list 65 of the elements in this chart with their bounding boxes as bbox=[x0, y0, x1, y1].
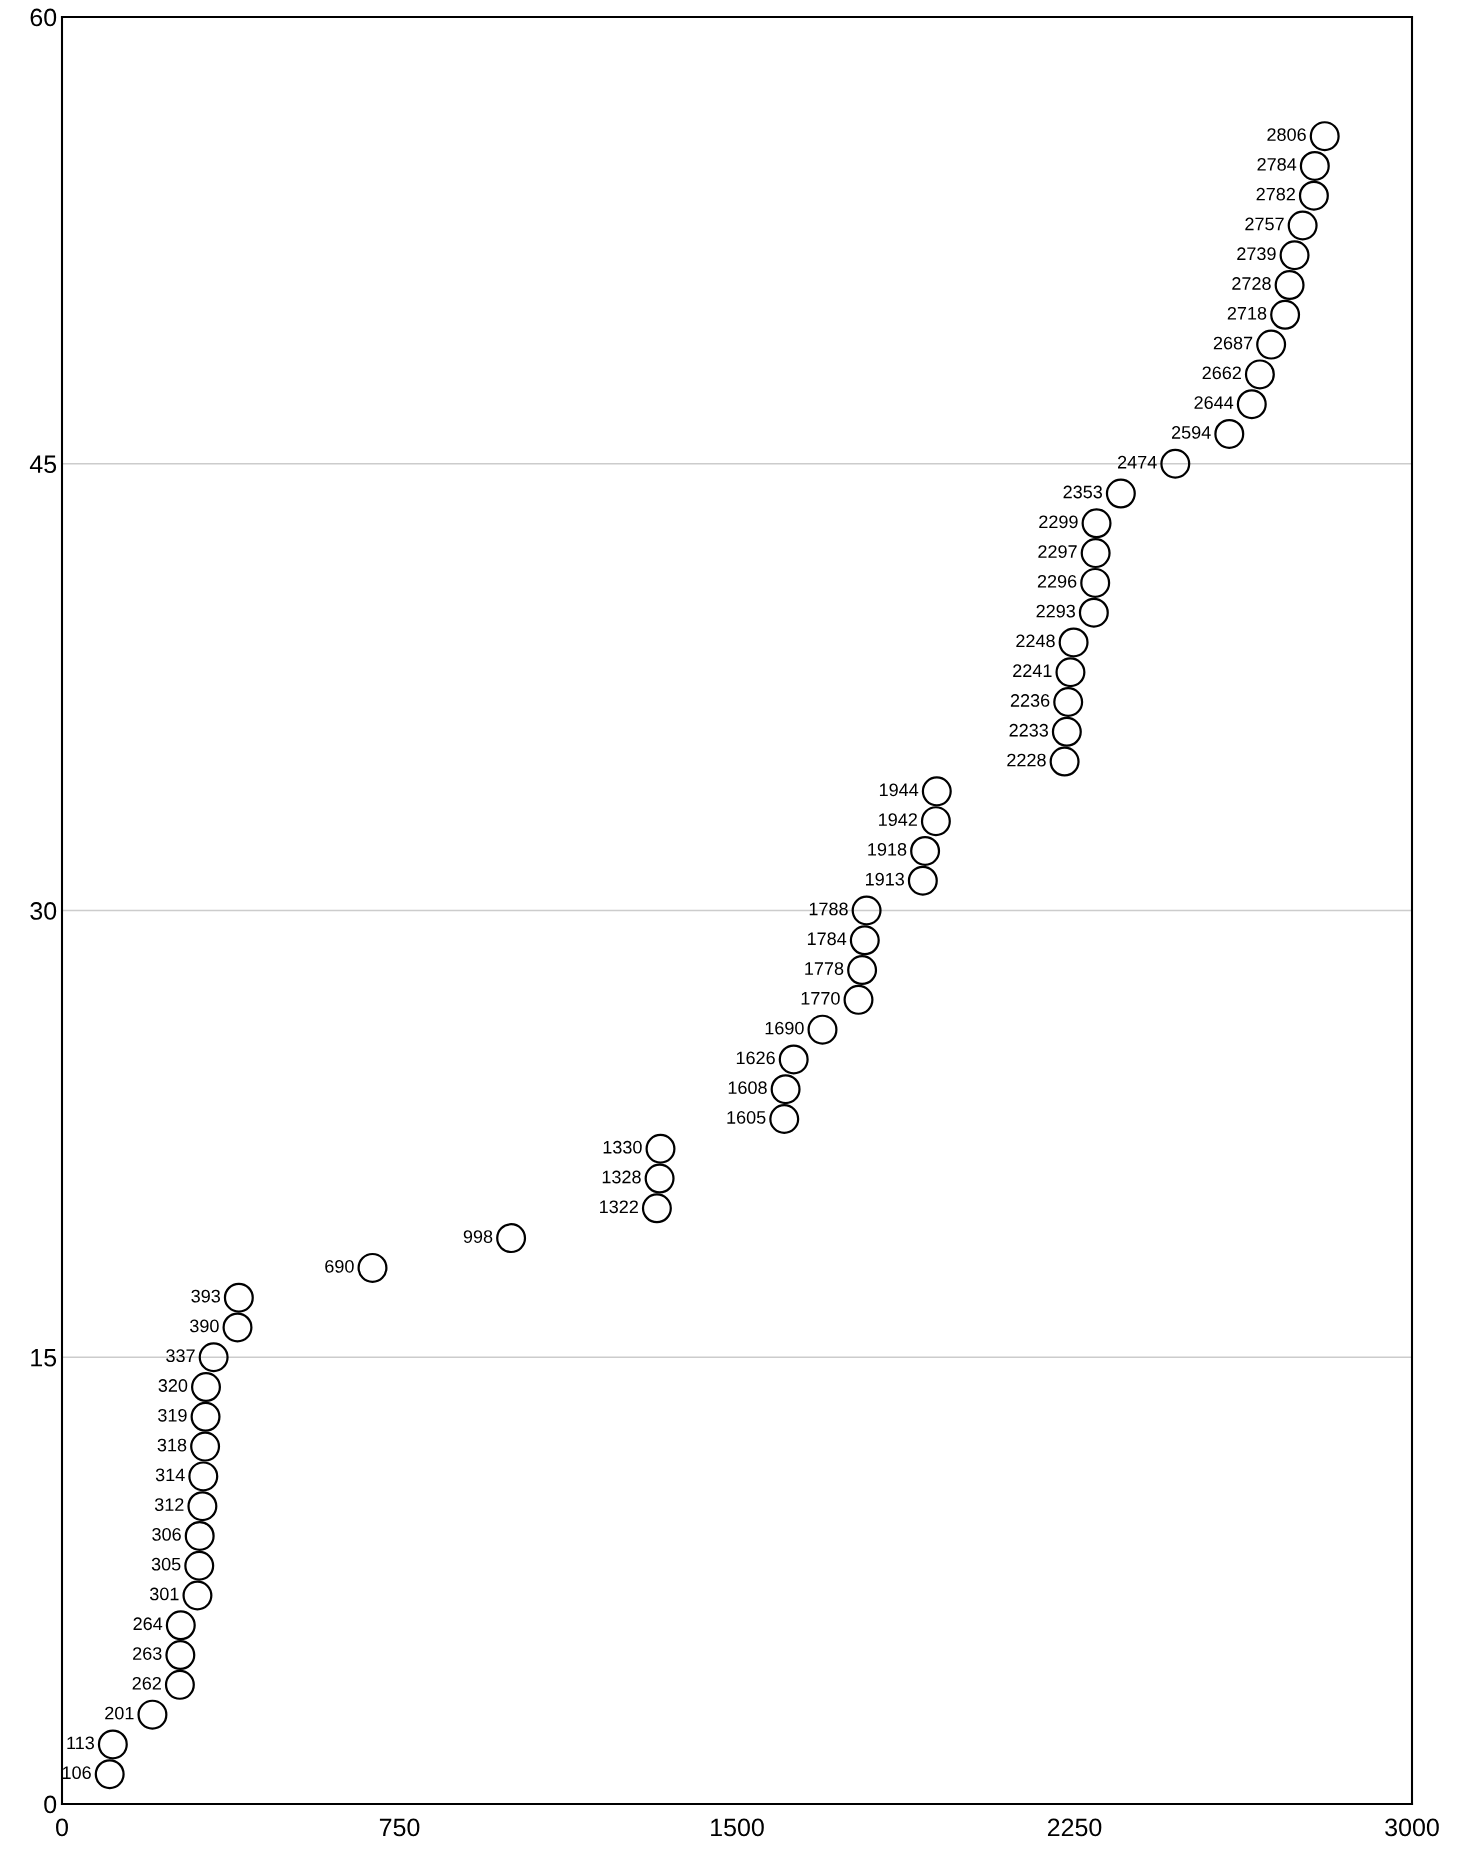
annotation: 1330 bbox=[603, 1140, 642, 1154]
annotation: 2293 bbox=[1036, 604, 1075, 618]
y-tick-label: 15 bbox=[31, 1349, 57, 1367]
annotation: 301 bbox=[149, 1587, 179, 1601]
annotation: 264 bbox=[133, 1617, 163, 1631]
annotation: 1942 bbox=[879, 813, 917, 826]
annotation: 2299 bbox=[1039, 515, 1078, 529]
x-tick-label: 1500 bbox=[711, 1818, 764, 1837]
annotation: 1913 bbox=[866, 872, 904, 886]
annotation: 2353 bbox=[1063, 485, 1102, 499]
annotation: 2297 bbox=[1038, 545, 1077, 558]
annotation: 2662 bbox=[1202, 366, 1241, 380]
annotation: 2687 bbox=[1213, 336, 1253, 350]
annotation: 201 bbox=[105, 1706, 134, 1720]
annotation: 1770 bbox=[801, 991, 840, 1005]
x-tick-label: 750 bbox=[379, 1818, 420, 1837]
annotation: 306 bbox=[152, 1528, 181, 1541]
annotation: 2739 bbox=[1237, 247, 1276, 261]
annotation: 2594 bbox=[1171, 426, 1211, 439]
y-tick-label: 45 bbox=[29, 455, 57, 474]
annotation: 1944 bbox=[879, 783, 919, 797]
annotation: 2474 bbox=[1117, 455, 1157, 469]
annotation: 2228 bbox=[1007, 753, 1046, 767]
annotation: 1328 bbox=[602, 1170, 641, 1184]
annotation: 318 bbox=[157, 1438, 187, 1452]
annotation: 113 bbox=[67, 1736, 94, 1750]
annotation: 2784 bbox=[1257, 157, 1297, 171]
annotation: 2296 bbox=[1037, 574, 1077, 588]
annotation: 2782 bbox=[1256, 187, 1295, 201]
annotation: 1918 bbox=[868, 842, 907, 856]
y-tick-label: 60 bbox=[30, 8, 57, 27]
annotation: 2728 bbox=[1232, 277, 1271, 290]
annotation: 2248 bbox=[1016, 634, 1055, 648]
annotation: 390 bbox=[190, 1319, 219, 1333]
annotation: 262 bbox=[132, 1676, 161, 1690]
annotation: 1778 bbox=[805, 962, 844, 975]
annotation: 314 bbox=[155, 1468, 185, 1482]
annotation: 998 bbox=[463, 1230, 493, 1243]
annotation: 1784 bbox=[807, 932, 847, 946]
annotation: 690 bbox=[325, 1259, 354, 1273]
annotation: 2806 bbox=[1267, 128, 1306, 141]
annotation: 337 bbox=[166, 1349, 195, 1363]
annotation: 305 bbox=[151, 1557, 181, 1571]
annotation: 1322 bbox=[600, 1200, 638, 1214]
annotation: 319 bbox=[158, 1408, 187, 1422]
annotation: 2644 bbox=[1194, 396, 1234, 410]
annotation: 2718 bbox=[1227, 306, 1267, 320]
annotation: 1605 bbox=[727, 1111, 766, 1124]
annotation: 1788 bbox=[809, 902, 848, 916]
annotation: 1608 bbox=[728, 1081, 767, 1095]
annotation: 1626 bbox=[736, 1051, 775, 1065]
annotation: 2757 bbox=[1245, 217, 1284, 231]
annotation: 312 bbox=[154, 1498, 184, 1512]
annotation: 2241 bbox=[1013, 664, 1052, 677]
annotation: 2236 bbox=[1010, 694, 1050, 707]
y-tick-label: 0 bbox=[44, 1795, 57, 1814]
annotation: 393 bbox=[191, 1289, 220, 1303]
annotation: 106 bbox=[62, 1766, 91, 1780]
x-tick-label: 2250 bbox=[1047, 1818, 1102, 1837]
annotation: 1690 bbox=[765, 1021, 804, 1035]
y-tick-label: 30 bbox=[30, 902, 57, 920]
x-tick-label: 3000 bbox=[1385, 1818, 1439, 1837]
annotation: 263 bbox=[133, 1647, 162, 1660]
annotation: 320 bbox=[158, 1379, 188, 1392]
annotation: 2233 bbox=[1009, 723, 1048, 737]
